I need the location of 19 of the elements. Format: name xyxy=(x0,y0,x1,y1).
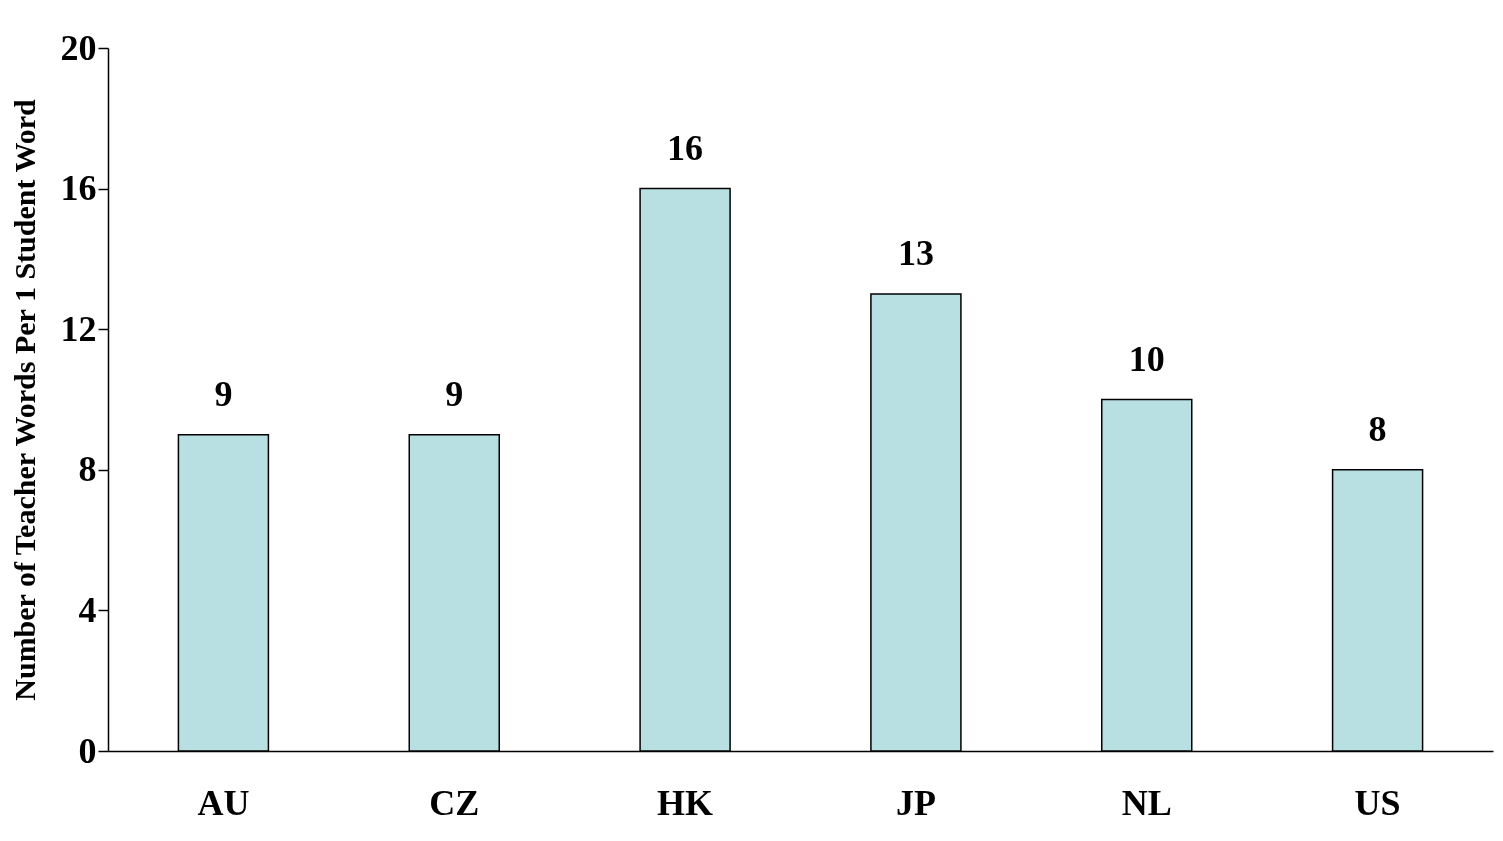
x-tick-label: US xyxy=(1354,782,1401,823)
data-label: 16 xyxy=(667,127,704,168)
x-tick-label: AU xyxy=(197,782,250,823)
y-tick-label: 0 xyxy=(78,730,97,771)
data-label: 9 xyxy=(445,373,464,414)
y-tick-label: 16 xyxy=(60,168,97,209)
x-tick-label: HK xyxy=(657,782,714,823)
data-label: 8 xyxy=(1368,408,1387,449)
data-label: 13 xyxy=(897,233,934,274)
y-axis-title: Number of Teacher Words Per 1 Student Word xyxy=(7,98,41,701)
data-label: 9 xyxy=(214,373,233,414)
data-label: 10 xyxy=(1128,338,1165,379)
y-tick-label: 8 xyxy=(78,449,97,490)
x-tick-label: NL xyxy=(1121,782,1172,823)
y-tick-label: 12 xyxy=(60,308,97,349)
y-tick-label: 20 xyxy=(60,27,97,68)
x-tick-label: JP xyxy=(895,782,936,823)
y-tick-label: 4 xyxy=(78,589,97,630)
x-tick-label: CZ xyxy=(429,782,480,823)
